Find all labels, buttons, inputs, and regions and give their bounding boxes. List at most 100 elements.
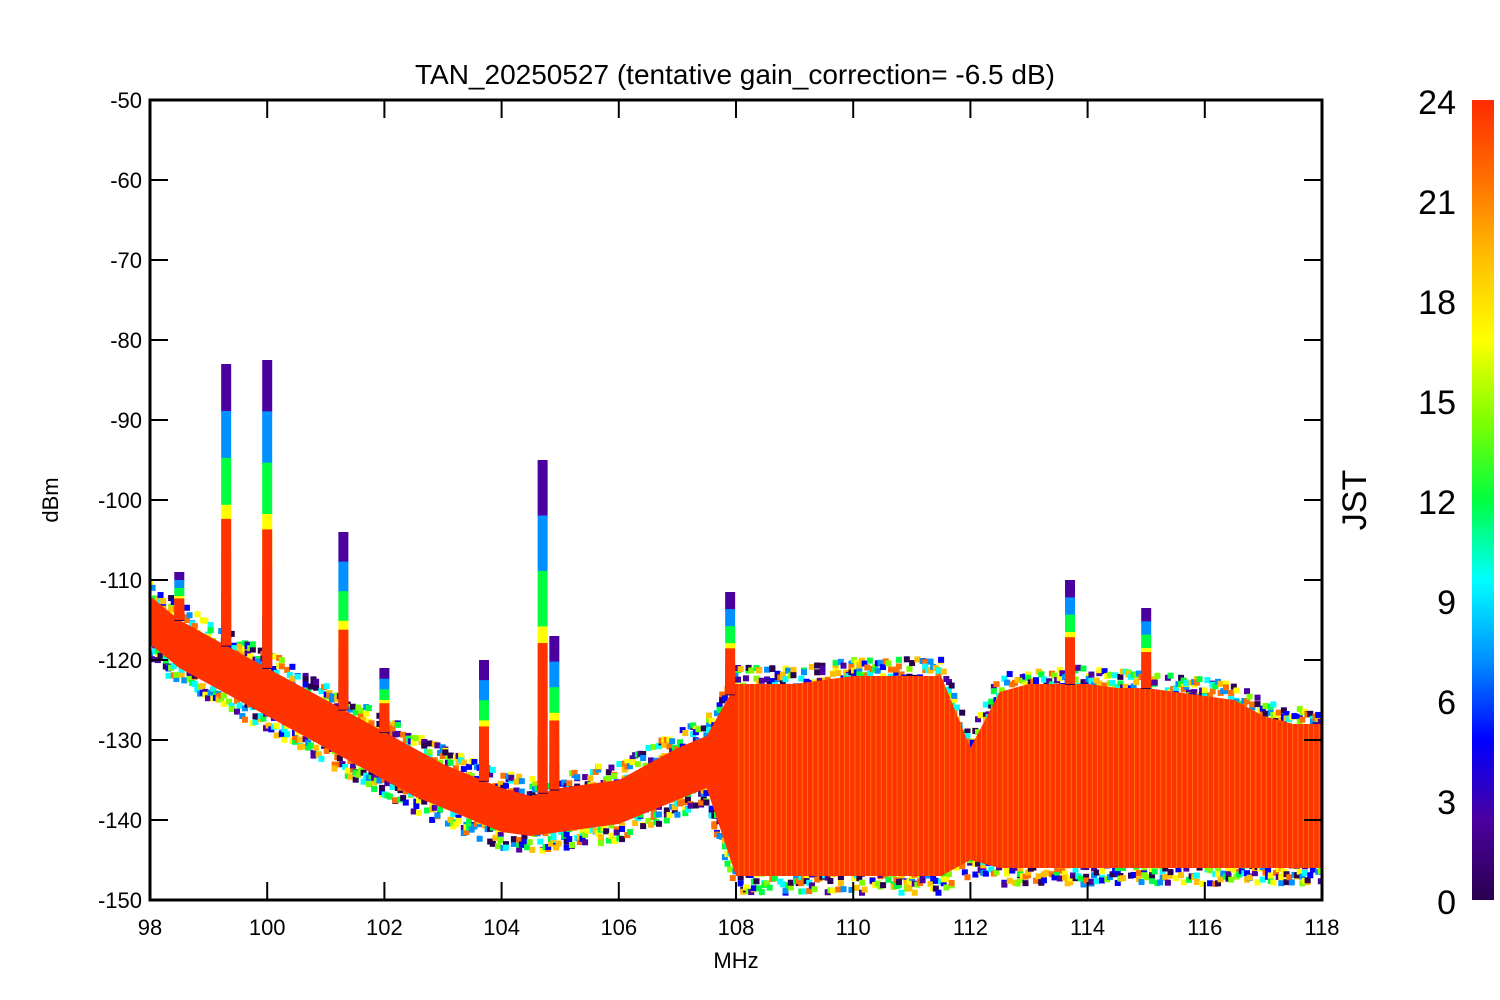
data-point xyxy=(1093,869,1100,876)
data-point xyxy=(587,775,594,782)
data-point xyxy=(1317,878,1322,885)
spike-core xyxy=(725,648,736,695)
data-point xyxy=(1230,866,1237,873)
data-point xyxy=(313,684,320,691)
data-point xyxy=(410,808,417,815)
data-point xyxy=(684,796,691,803)
data-point xyxy=(1080,881,1087,888)
data-point xyxy=(1307,710,1314,717)
data-point xyxy=(452,821,459,828)
data-point xyxy=(574,774,581,781)
data-point xyxy=(1080,665,1087,672)
data-point xyxy=(236,702,243,709)
data-point xyxy=(220,692,227,699)
data-point xyxy=(1209,688,1216,695)
data-point xyxy=(840,886,847,893)
data-point xyxy=(421,798,428,805)
data-point xyxy=(489,766,496,773)
data-point xyxy=(302,736,309,743)
data-point xyxy=(1091,865,1098,872)
data-point xyxy=(927,658,934,665)
spike-segment xyxy=(479,660,490,682)
data-point xyxy=(550,834,557,841)
data-point xyxy=(270,665,277,672)
data-point xyxy=(1225,865,1232,872)
data-point xyxy=(1172,875,1179,882)
spike-segment xyxy=(338,561,349,593)
data-point xyxy=(1201,687,1208,694)
data-point xyxy=(328,693,335,700)
data-point xyxy=(1149,872,1156,879)
data-point xyxy=(1283,871,1290,878)
data-point xyxy=(1193,878,1200,885)
data-point xyxy=(980,866,987,873)
data-point xyxy=(458,752,465,759)
data-point xyxy=(935,667,942,674)
data-point xyxy=(948,880,955,887)
data-point xyxy=(980,862,987,869)
data-point xyxy=(690,722,697,729)
colorbar-tick-label: 18 xyxy=(1418,284,1456,322)
data-point xyxy=(975,729,982,736)
data-point xyxy=(885,660,892,667)
data-point xyxy=(853,884,860,891)
data-point xyxy=(426,740,433,747)
data-point xyxy=(1046,678,1053,685)
data-point xyxy=(1051,672,1058,679)
data-point xyxy=(228,702,235,709)
data-point xyxy=(550,837,557,844)
data-point xyxy=(898,671,905,678)
data-point xyxy=(1006,877,1013,884)
data-point xyxy=(1059,867,1066,874)
data-point xyxy=(260,715,267,722)
data-point xyxy=(645,744,652,751)
data-point xyxy=(516,773,523,780)
data-point xyxy=(489,840,496,847)
spike-segment xyxy=(537,515,548,572)
data-point xyxy=(837,658,844,665)
data-point xyxy=(241,716,248,723)
data-point xyxy=(1193,872,1200,879)
data-point xyxy=(568,841,575,848)
spike-segment xyxy=(549,687,560,714)
x-axis-label: MHz xyxy=(713,948,758,973)
data-point xyxy=(953,704,960,711)
data-point xyxy=(1283,710,1290,717)
data-point xyxy=(286,671,293,678)
data-point xyxy=(663,817,670,824)
data-point xyxy=(1149,878,1156,885)
data-point xyxy=(1178,872,1185,879)
data-point xyxy=(442,749,449,756)
spike-segment xyxy=(379,689,390,701)
data-point xyxy=(779,881,786,888)
data-point xyxy=(906,885,913,892)
data-point xyxy=(674,811,681,818)
data-point xyxy=(228,630,235,637)
data-point xyxy=(1109,871,1116,878)
data-point xyxy=(832,665,839,672)
data-point xyxy=(1288,879,1295,886)
data-point xyxy=(207,621,214,628)
data-point xyxy=(516,846,523,853)
data-point xyxy=(1162,865,1169,872)
data-point xyxy=(648,757,655,764)
data-point xyxy=(247,653,254,660)
data-point xyxy=(154,596,161,603)
data-point xyxy=(927,667,934,674)
data-point xyxy=(508,774,515,781)
data-point xyxy=(447,752,454,759)
data-point xyxy=(202,617,209,624)
data-point xyxy=(932,885,939,892)
data-point xyxy=(1291,713,1298,720)
data-point xyxy=(558,828,565,835)
data-point xyxy=(239,713,246,720)
data-point xyxy=(885,876,892,883)
colorbar-tick-label: 6 xyxy=(1437,684,1456,722)
data-point xyxy=(903,656,910,663)
data-point xyxy=(619,822,626,829)
data-point xyxy=(764,880,771,887)
data-point xyxy=(972,871,979,878)
data-point xyxy=(1228,695,1235,702)
x-tick-label: 102 xyxy=(366,915,403,940)
spike-core xyxy=(262,529,273,668)
